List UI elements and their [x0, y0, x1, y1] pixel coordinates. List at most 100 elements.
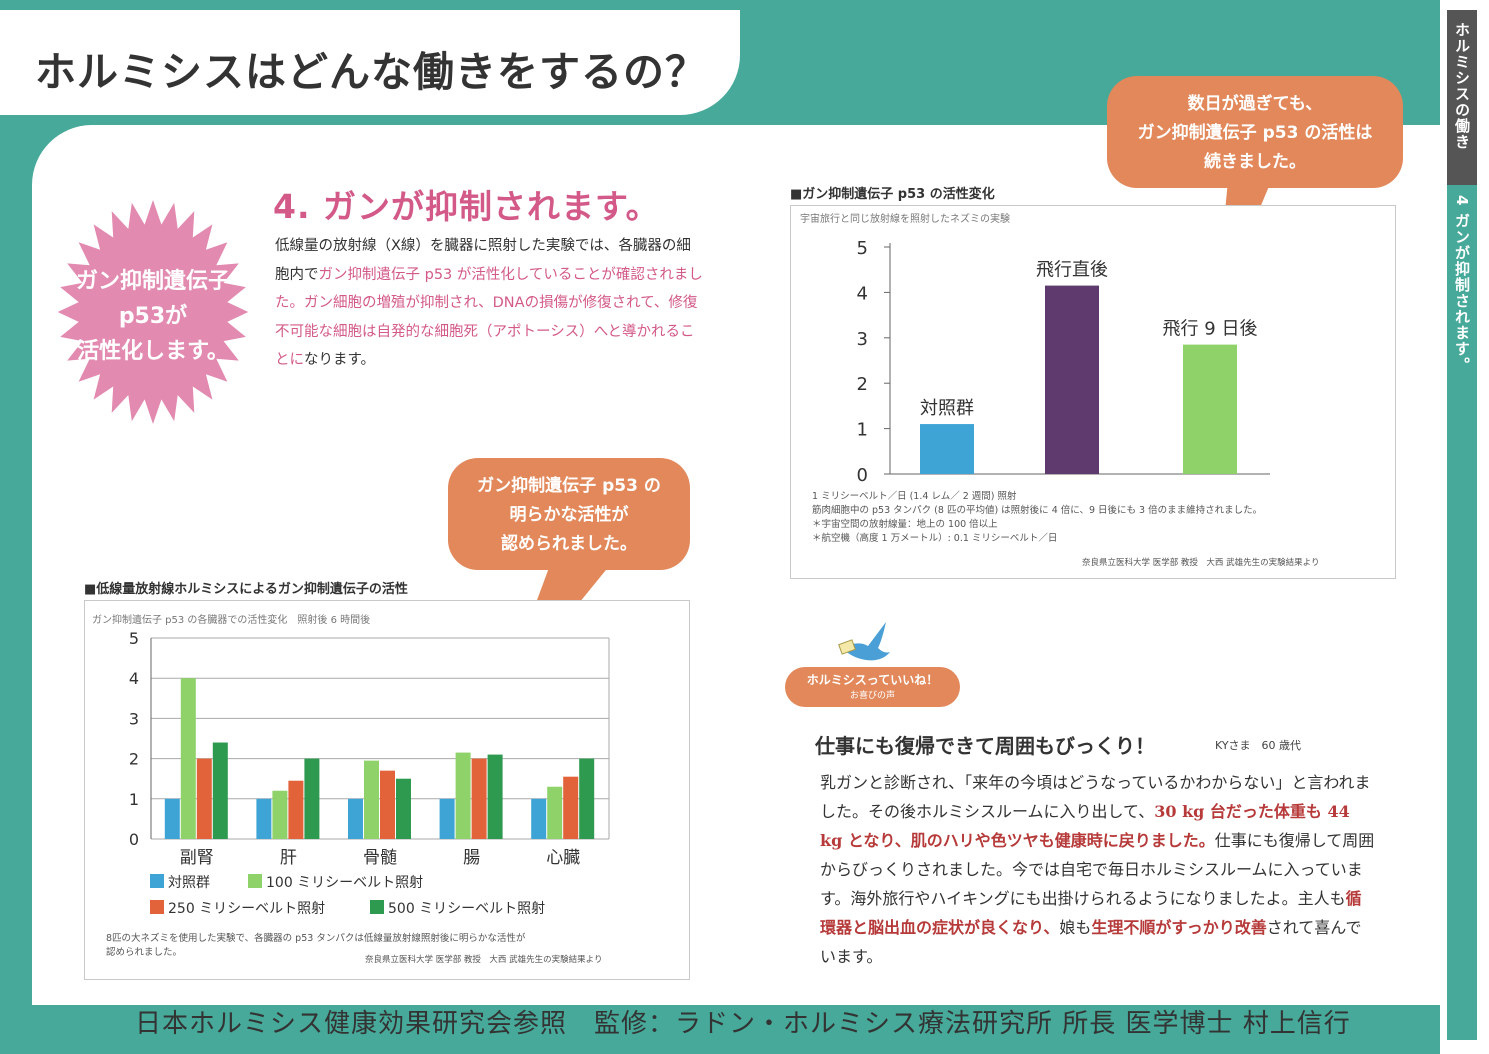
callout-right-line-1: 数日が過ぎても、: [1187, 94, 1323, 114]
bar: [547, 786, 563, 839]
x-tick-label: 肝: [280, 848, 297, 868]
callout-right: 数日が過ぎても、 ガン抑制遺伝子 p53 の活性は 続きました。: [1107, 76, 1403, 188]
y-tick-label: 3: [857, 329, 868, 350]
bar: [1045, 285, 1099, 474]
callout-right-line-2: ガン抑制遺伝子 p53 の活性は: [1137, 123, 1373, 143]
bar-label: 飛行直後: [1036, 260, 1108, 281]
voice-badge: ホルミシスっていいね！ お喜びの声: [785, 667, 960, 707]
bar: [348, 798, 363, 839]
title-tab: [0, 10, 740, 115]
y-tick-label: 0: [857, 465, 868, 486]
callout-left-line-2: 明らかな活性が: [509, 505, 629, 525]
section-title: 4. ガンが抑制されます。: [273, 187, 660, 226]
testimonial-text-4: されて喜んでいます。: [820, 918, 1362, 966]
y-tick-label: 2: [129, 750, 139, 769]
testimonial-text-2: 仕事にも復帰して周囲からびっくりされました。今では自宅で毎日ホルミシスルームに入…: [820, 831, 1375, 908]
bar: [531, 798, 547, 839]
y-tick-label: 1: [857, 420, 868, 441]
bar: [579, 758, 595, 839]
chart-left-source: 奈良県立医科大学 医学部 教授 大西 武雄先生の実験結果より: [365, 955, 603, 965]
y-tick-label: 0: [129, 830, 139, 849]
bar: [1183, 344, 1237, 474]
testimonial-text-3: 娘も: [1059, 918, 1092, 937]
chart-left-note-2: 認められました。: [106, 947, 183, 958]
chart-right-heading: ■ガン抑制遺伝子 p53 の活性変化: [790, 187, 995, 202]
chart-right-note-1: 1 ミリシーベルト／日 (1.4 レム／ 2 週間) 照射: [812, 491, 1017, 502]
side-tab-top-label: ホルミシスの働き: [1453, 22, 1471, 150]
bar: [396, 778, 411, 839]
chart-right-notes: 1 ミリシーベルト／日 (1.4 レム／ 2 週間) 照射 筋肉細胞中の p53…: [812, 490, 1262, 546]
y-tick-label: 3: [129, 709, 139, 728]
legend-label: 250 ミリシーベルト照射: [168, 901, 325, 917]
testimonial-highlight-1: 30 kg 台だった体重も 44 kg となり、肌のハリや色ツヤも健康時に戻りま…: [820, 802, 1350, 850]
legend-label: 500 ミリシーベルト照射: [388, 901, 545, 917]
legend-label: 対照群: [168, 875, 210, 891]
section-body-highlight: ガン抑制遺伝子 p53 が活性化していることが確認されました。ガン細胞の増殖が抑…: [275, 266, 703, 369]
chart-left-heading: ■低線量放射線ホルミシスによるガン抑制遺伝子の活性: [84, 582, 408, 597]
bar: [164, 798, 180, 839]
callout-right-line-3: 続きました。: [1204, 152, 1306, 172]
badge-line-1: ガン抑制遺伝子: [76, 269, 230, 294]
callout-left: ガン抑制遺伝子 p53 の 明らかな活性が 認められました。: [448, 458, 690, 570]
bar: [180, 678, 196, 839]
bar: [563, 776, 579, 839]
bar: [256, 798, 272, 839]
chart-left-subtitle: ガン抑制遺伝子 p53 の各臓器での活性変化 照射後 6 時間後: [92, 615, 371, 626]
bar: [380, 770, 395, 839]
bar: [920, 424, 974, 474]
bar: [471, 758, 487, 839]
page-title: ホルミシスはどんな働きをするの？: [35, 48, 707, 96]
y-tick-label: 2: [857, 374, 868, 395]
testimonial-text-1: 乳ガンと診断され、「来年の今頃はどうなっているかわからない」と言われました。その…: [820, 773, 1371, 821]
section-body-text-2: なります。: [304, 352, 376, 368]
bar: [288, 780, 304, 839]
starburst-badge: ガン抑制遺伝子 p53が 活性化します。: [58, 200, 248, 424]
bar: [455, 752, 471, 839]
bar: [212, 742, 228, 839]
testimonial-signature: KYさま 60 歳代: [1215, 739, 1302, 752]
bar: [439, 798, 455, 839]
bar-label: 飛行 9 日後: [1163, 319, 1258, 340]
badge-line-2: p53が: [119, 303, 187, 329]
bar: [364, 760, 379, 839]
footer-credit: 日本ホルミシス健康効果研究会参照 監修：ラドン・ホルミシス療法研究所 所長 医学…: [135, 1009, 1351, 1039]
bar-label: 対照群: [920, 398, 974, 419]
testimonial-title: 仕事にも復帰できて周囲もびっくり！: [815, 734, 1155, 758]
x-tick-label: 骨髄: [363, 848, 397, 868]
bar: [304, 758, 320, 839]
chart-right-note-2: 筋肉細胞中の p53 タンパク (8 匹の平均値) は照射後に 4 倍に、9 日…: [812, 505, 1263, 516]
legend-swatch: [150, 874, 164, 888]
chart-left-note-1: 8匹の大ネズミを使用した実験で、各臓器の p53 タンパクは低線量放射線照射後に…: [106, 933, 526, 944]
chart-right-note-3: ＊宇宙空間の放射線量：地上の 100 倍以上: [812, 519, 998, 530]
y-tick-label: 1: [129, 790, 139, 809]
chart-right-subtitle: 宇宙旅行と同じ放射線を照射したネズミの実験: [800, 214, 1010, 225]
voice-badge-line-2: お喜びの声: [849, 691, 895, 701]
section-body-text-1: 低線量の放射線（X線）を臓器に照射した実験では、各臓器の細胞内で: [275, 238, 691, 283]
side-tab-top: [1447, 10, 1477, 185]
x-tick-label: 副腎: [180, 848, 214, 868]
bird-icon: [838, 622, 890, 661]
bar: [487, 754, 503, 839]
legend-swatch: [370, 900, 384, 914]
chart-right-note-4: ＊航空機（高度 1 万メートル）: 0.1 ミリシーベルト／日: [812, 533, 1058, 544]
chart-right-source: 奈良県立医科大学 医学部 教授 大西 武雄先生の実験結果より: [1082, 558, 1320, 568]
y-tick-label: 4: [857, 283, 868, 304]
legend-swatch: [150, 900, 164, 914]
testimonial-highlight-3: 生理不順がすっかり改善: [1091, 918, 1267, 937]
section-body: 低線量の放射線（X線）を臓器に照射した実験では、各臓器の細胞内でガン抑制遺伝子 …: [275, 232, 705, 375]
x-tick-label: 心臓: [546, 848, 580, 868]
badge-line-3: 活性化します。: [77, 338, 229, 364]
legend-label: 100 ミリシーベルト照射: [266, 875, 423, 891]
x-tick-label: 腸: [463, 848, 480, 868]
bar: [196, 758, 212, 839]
y-tick-label: 4: [129, 669, 139, 688]
callout-left-line-3: 認められました。: [501, 534, 637, 554]
testimonial-body: 乳ガンと診断され、「来年の今頃はどうなっているかわからない」と言われました。その…: [820, 768, 1375, 971]
side-tab-bottom-label: 4 ガンが抑制されます。: [1453, 195, 1471, 373]
legend-swatch: [248, 874, 262, 888]
bar: [272, 790, 288, 839]
y-tick-label: 5: [857, 238, 868, 259]
y-tick-label: 5: [129, 629, 139, 648]
